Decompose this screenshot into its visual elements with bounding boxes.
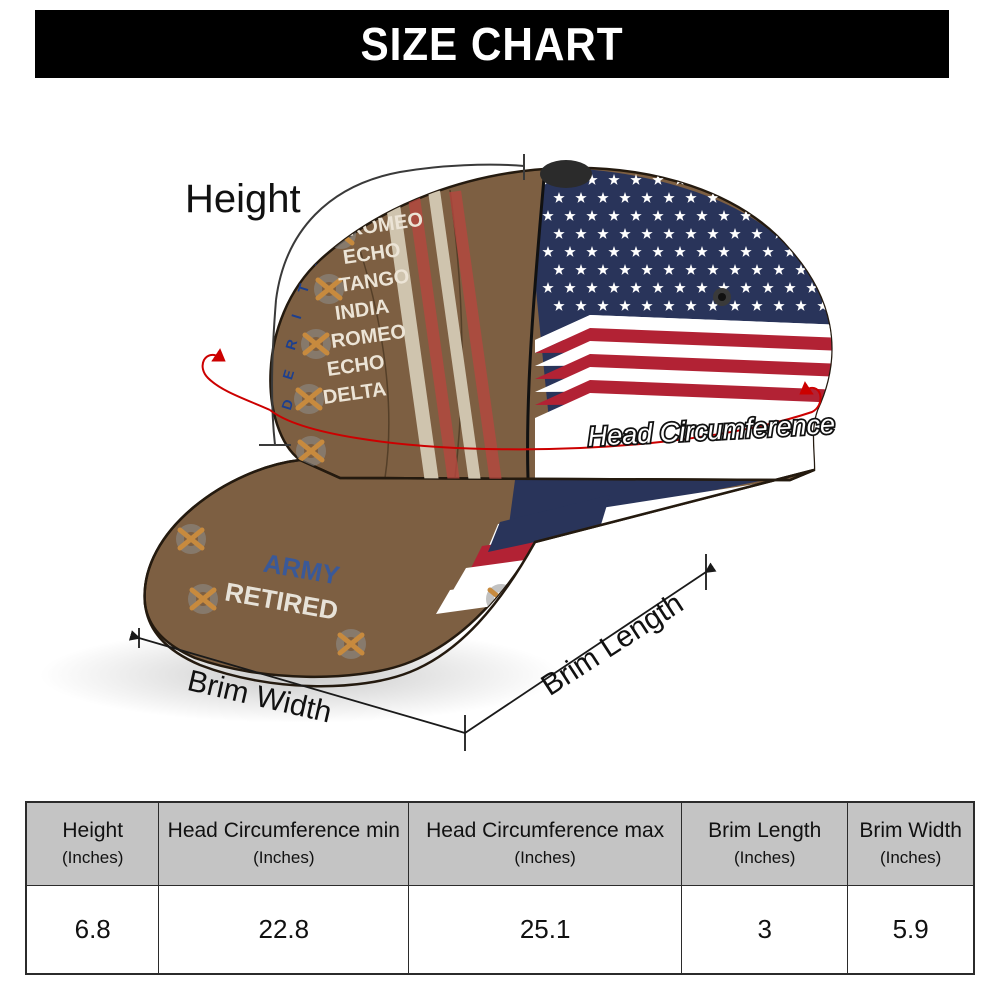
svg-text:Brim Width: Brim Width (184, 664, 334, 729)
svg-text:Head Circumference: Head Circumference (587, 409, 836, 452)
svg-text:Height: Height (185, 177, 301, 221)
svg-text:Brim Length: Brim Length (536, 587, 690, 703)
